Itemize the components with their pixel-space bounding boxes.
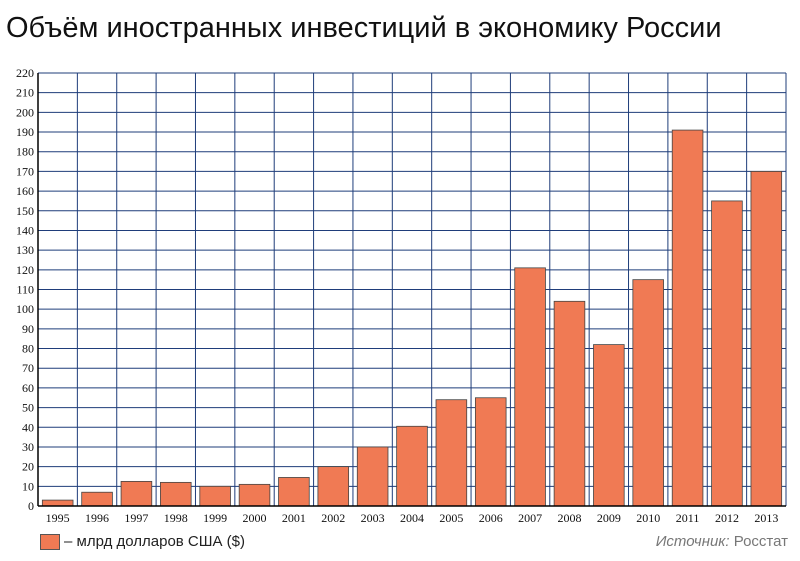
y-tick-label: 20	[22, 460, 34, 474]
y-tick-label: 180	[16, 145, 34, 159]
chart-title: Объём иностранных инвестиций в экономику…	[6, 12, 722, 44]
x-tick-label: 2000	[243, 511, 267, 525]
y-tick-label: 60	[22, 381, 34, 395]
bar-2013	[750, 171, 783, 507]
bar-2008	[553, 300, 586, 507]
x-tick-label: 2009	[597, 511, 621, 525]
y-tick-label: 80	[22, 342, 34, 356]
y-tick-label: 130	[16, 243, 34, 257]
bar-1997	[120, 480, 153, 507]
bars	[41, 129, 783, 507]
y-tick-label: 220	[16, 66, 34, 80]
bar-1995	[41, 499, 74, 507]
bar-2009	[593, 344, 625, 507]
x-tick-labels: 1995 1996 1997 1998 1999 2000 2001 2002 2003 2004…	[46, 511, 779, 525]
y-tick-label: 100	[16, 302, 34, 316]
y-tick-label: 10	[22, 479, 34, 493]
y-tick-label: 40	[22, 420, 34, 434]
y-tick-label: 170	[16, 164, 34, 178]
x-tick-label: 1995	[46, 511, 70, 525]
bar-1998	[160, 481, 192, 507]
x-tick-label: 2005	[439, 511, 463, 525]
bar-2006	[474, 397, 507, 507]
y-tick-label: 190	[16, 125, 34, 139]
bar-2010	[632, 279, 664, 507]
y-tick-label: 120	[16, 263, 34, 277]
axes	[37, 73, 786, 507]
x-tick-label: 2001	[282, 511, 306, 525]
source-note: Источник: Росстат	[656, 533, 788, 550]
bar-2001	[278, 477, 310, 507]
x-tick-label: 1996	[85, 511, 109, 525]
bar-2004	[396, 425, 428, 507]
y-tick-label: 110	[16, 283, 34, 297]
y-tick-labels: 0 10 20 30 40 50 60 70 80 90 100 110 120 130 140 150 160…	[16, 66, 34, 513]
y-tick-label: 30	[22, 440, 34, 454]
y-tick-label: 200	[16, 105, 34, 119]
x-tick-label: 2011	[676, 511, 700, 525]
y-tick-label: 140	[16, 223, 34, 237]
legend-swatch	[40, 533, 60, 550]
y-tick-label: 160	[16, 184, 34, 198]
y-tick-label: 70	[22, 361, 34, 375]
x-tick-label: 2013	[754, 511, 778, 525]
y-tick-label: 210	[16, 86, 34, 100]
x-tick-label: 2003	[361, 511, 385, 525]
bar-2000	[238, 483, 271, 507]
y-tick-label: 90	[22, 322, 34, 336]
x-tick-label: 2012	[715, 511, 739, 525]
y-tick-label: 50	[22, 401, 34, 415]
y-tick-label: 150	[16, 204, 34, 218]
y-tick-label: 0	[28, 499, 34, 513]
x-tick-label: 2004	[400, 511, 424, 525]
bar-1996	[81, 491, 113, 507]
source-label: Источник:	[655, 533, 730, 550]
bar-2005	[435, 399, 468, 507]
source-value: Росстат	[733, 533, 788, 550]
legend: – млрд долларов США ($)	[40, 533, 245, 550]
x-tick-label: 2010	[636, 511, 660, 525]
x-tick-label: 1998	[164, 511, 188, 525]
x-tick-label: 1997	[124, 511, 148, 525]
bar-2007	[514, 267, 546, 507]
x-tick-label: 2006	[479, 511, 503, 525]
bar-2003	[356, 446, 389, 507]
x-tick-label: 2008	[557, 511, 581, 525]
bar-2011	[671, 129, 704, 507]
legend-label: – млрд долларов США ($)	[64, 533, 246, 550]
x-tick-label: 2002	[321, 511, 345, 525]
bar-1999	[199, 485, 231, 507]
bar-2002	[317, 466, 350, 507]
x-tick-label: 1999	[203, 511, 227, 525]
x-tick-label: 2007	[518, 511, 542, 525]
bar-2012	[711, 200, 743, 507]
